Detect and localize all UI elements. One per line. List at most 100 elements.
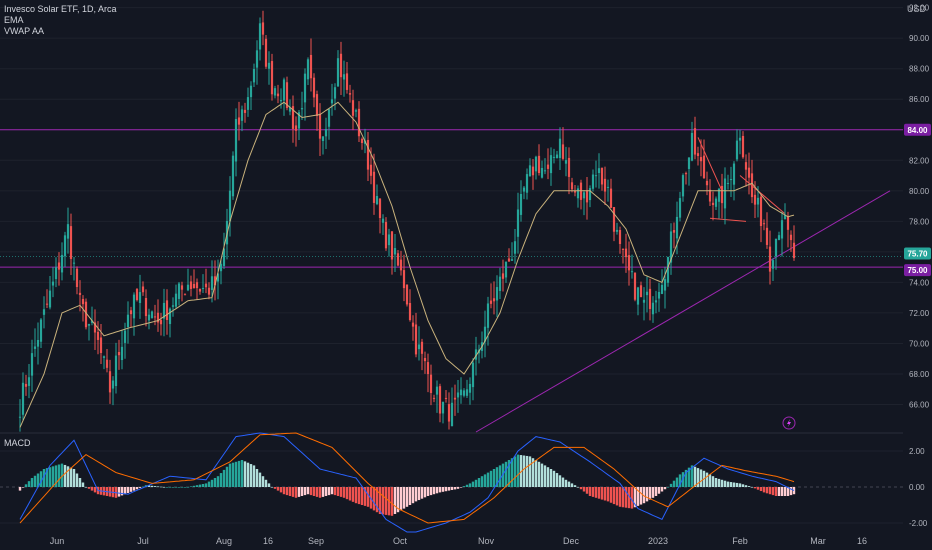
candle-body <box>531 166 535 176</box>
rising-trendline[interactable] <box>475 190 891 433</box>
candle-body <box>312 77 316 98</box>
candle-body <box>84 301 88 328</box>
macd-histogram-bar <box>489 470 493 487</box>
macd-indicator-label[interactable]: MACD <box>4 438 31 448</box>
macd-histogram-bar <box>33 475 37 487</box>
candle-body <box>675 216 679 239</box>
macd-histogram-bar <box>465 484 469 487</box>
price-axis-label: 82.00 <box>909 156 930 165</box>
macd-histogram-bar <box>573 485 577 487</box>
candle-body <box>585 190 589 203</box>
candle-body <box>507 258 511 262</box>
price-tag[interactable]: 75.00 <box>904 264 931 277</box>
macd-histogram-bar <box>171 487 175 488</box>
candle-body <box>324 128 328 137</box>
candle-body <box>441 401 445 414</box>
candle-body <box>114 355 118 387</box>
candle-body <box>702 155 706 179</box>
macd-histogram-bar <box>534 460 538 487</box>
price-tag[interactable]: 75.70 <box>904 247 931 260</box>
macd-histogram-bar <box>369 487 373 509</box>
macd-histogram-bar <box>372 487 376 511</box>
candle-body <box>351 100 355 116</box>
time-axis-label: Jun <box>50 536 65 546</box>
macd-histogram-bar <box>36 473 40 487</box>
candle-body <box>408 303 412 321</box>
candle-body <box>63 235 67 257</box>
candle-body <box>699 157 703 162</box>
macd-histogram-bar <box>432 487 436 495</box>
time-axis-label: Sep <box>308 536 324 546</box>
macd-histogram-bar <box>153 486 157 487</box>
macd-histogram-bar <box>54 465 58 487</box>
macd-histogram-bar <box>594 487 598 498</box>
candle-body <box>240 109 244 121</box>
ema-indicator-label[interactable]: EMA <box>4 15 24 25</box>
candle-body <box>687 157 691 169</box>
macd-histogram-bar <box>255 469 259 487</box>
candle-body <box>645 291 649 296</box>
time-axis-label: Mar <box>810 536 826 546</box>
candle-body <box>606 186 610 188</box>
macd-histogram-bar <box>66 466 70 487</box>
candle-body <box>192 283 196 289</box>
time-axis-label: Aug <box>216 536 232 546</box>
macd-histogram-bar <box>753 487 757 489</box>
symbol-title[interactable]: Invesco Solar ETF, 1D, Arca <box>4 4 117 14</box>
candle-body <box>60 254 64 273</box>
macd-histogram-bar <box>567 481 571 487</box>
macd-histogram-bar <box>75 473 79 487</box>
macd-histogram-bar <box>336 487 340 496</box>
candle-body <box>33 346 37 349</box>
macd-histogram-bar <box>231 462 235 487</box>
candle-body <box>747 167 751 178</box>
pattern-line[interactable] <box>739 175 786 215</box>
macd-histogram-bar <box>249 464 253 487</box>
macd-histogram-bar <box>174 487 178 488</box>
candle-body <box>336 58 340 87</box>
candle-body <box>369 164 373 176</box>
macd-histogram-bar <box>285 487 289 496</box>
macd-axis-label: 2.00 <box>909 447 925 456</box>
candle-body <box>726 182 730 184</box>
candle-body <box>690 132 694 161</box>
vwap-indicator-label[interactable]: VWAP AA <box>4 26 45 36</box>
candle-body <box>21 382 25 415</box>
macd-histogram-bar <box>726 481 730 487</box>
price-tag[interactable]: 84.00 <box>904 123 931 136</box>
candle-body <box>168 308 172 325</box>
macd-histogram-bar <box>132 487 136 491</box>
candle-body <box>288 107 292 112</box>
candle-body <box>183 294 187 296</box>
candle-body <box>300 108 304 110</box>
signal-line <box>19 432 795 524</box>
macd-histogram-bar <box>222 469 226 487</box>
macd-histogram-bar <box>243 461 247 487</box>
macd-histogram-bar <box>495 467 499 487</box>
candle-body <box>303 73 307 103</box>
macd-histogram-bar <box>24 484 28 487</box>
candle-body <box>420 341 424 354</box>
candle-body <box>171 305 175 307</box>
macd-histogram-bar <box>345 487 349 500</box>
lightning-icon[interactable] <box>782 416 796 430</box>
pattern-line[interactable] <box>709 217 747 222</box>
candle-body <box>270 61 274 95</box>
pattern-line[interactable] <box>697 137 723 192</box>
macd-histogram-bar <box>687 467 691 487</box>
macd-histogram-bar <box>246 462 250 487</box>
candle-body <box>756 197 760 205</box>
macd-histogram-bar <box>420 487 424 499</box>
candle-body <box>333 87 337 99</box>
candle-body <box>681 175 685 197</box>
macd-histogram-bar <box>492 469 496 487</box>
candle-body <box>327 109 331 127</box>
macd-histogram-bar <box>711 476 715 487</box>
candle-body <box>576 188 580 199</box>
candle-body <box>381 218 385 223</box>
macd-histogram-bar <box>642 487 646 504</box>
time-axis-label: Oct <box>393 536 408 546</box>
candle-body <box>498 276 502 291</box>
candle-body <box>792 242 796 258</box>
